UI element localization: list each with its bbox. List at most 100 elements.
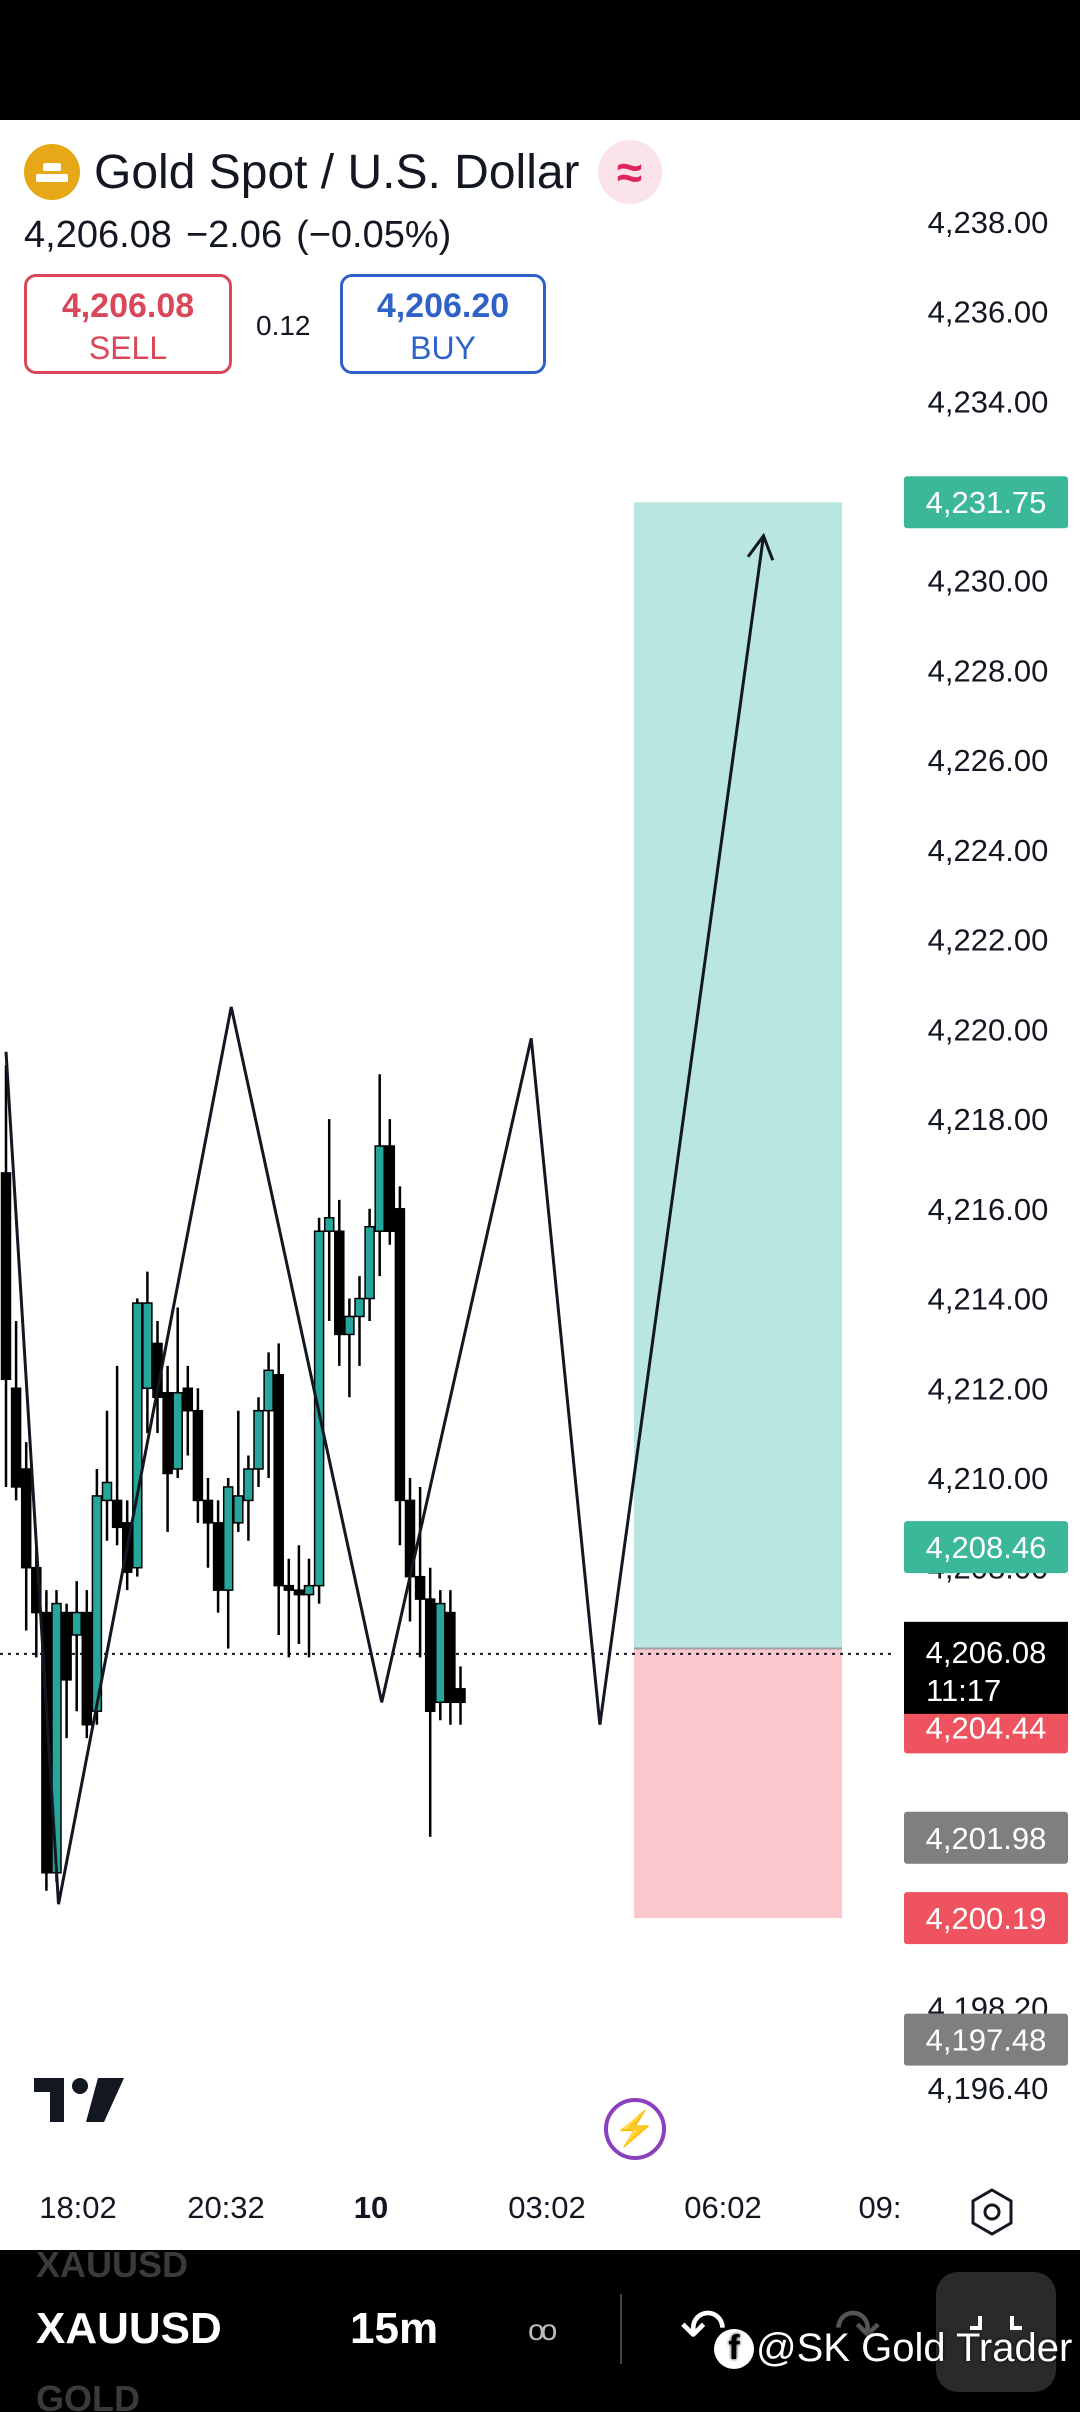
symbol-header: Gold Spot / U.S. Dollar ≈ 4,206.08 −2.06 (… — [0, 130, 880, 390]
candle — [0, 1172, 12, 1381]
candle — [202, 1499, 214, 1524]
candle — [41, 1611, 52, 1874]
price-tag-label: 4,200.19 — [926, 1901, 1047, 1936]
symbol-picker-next[interactable]: GOLD — [36, 2378, 140, 2412]
buy-price: 4,206.20 — [376, 287, 510, 325]
candle — [222, 1486, 234, 1591]
candle — [61, 1611, 72, 1681]
candle — [182, 1387, 194, 1412]
settings-hexagon-icon[interactable] — [966, 2186, 1018, 2238]
price-tag[interactable] — [904, 1701, 1068, 1754]
y-axis-tick: 4,236.00 — [928, 295, 1049, 330]
y-axis-tick: 4,226.00 — [928, 743, 1049, 778]
gold-logo-icon — [24, 144, 80, 200]
y-axis-tick: 4,220.00 — [928, 1012, 1049, 1047]
chart-type-icon[interactable]: oo — [528, 2314, 557, 2347]
bottom-toolbar: XAUUSD XAUUSD GOLD 15m oo ↶ ↷ — [0, 2250, 1080, 2412]
y-axis-tick: 4,210.00 — [928, 1461, 1049, 1496]
candle — [263, 1369, 274, 1412]
watermark-text: @SK Gold Trader — [756, 2326, 1073, 2370]
candle — [414, 1575, 426, 1600]
candle — [81, 1611, 93, 1726]
price-tag-label: 4,231.75 — [926, 485, 1047, 520]
x-axis-tick: 10 — [354, 2190, 388, 2225]
y-axis-tick: 4,230.00 — [928, 564, 1049, 599]
last-price: 4,206.08 — [24, 214, 172, 256]
price-tag-label: 4,208.46 — [926, 1530, 1047, 1565]
lightning-icon[interactable]: ⚡ — [604, 2098, 666, 2160]
fullscreen-icon[interactable] — [936, 2272, 1056, 2392]
candle — [394, 1208, 406, 1502]
candle — [233, 1495, 244, 1524]
price-change: −2.06 — [185, 214, 283, 256]
interval-picker[interactable]: 15m — [350, 2304, 439, 2353]
y-axis-tick: 4,228.00 — [928, 653, 1049, 688]
x-axis-tick: 18:02 — [39, 2190, 117, 2225]
y-axis-tick: 4,222.00 — [928, 923, 1049, 958]
candle — [10, 1387, 22, 1488]
candle — [253, 1409, 264, 1470]
price-change-percent: (−0.05%) — [296, 214, 452, 256]
sell-label: SELL — [88, 330, 168, 366]
symbol-picker[interactable]: XAUUSD — [36, 2304, 222, 2353]
stop-zone[interactable] — [634, 1648, 842, 1919]
zigzag-drawing[interactable] — [4, 535, 765, 1905]
candle — [354, 1297, 365, 1318]
symbol-picker-prev[interactable]: XAUUSD — [36, 2250, 189, 2285]
candle — [374, 1145, 385, 1232]
candle — [20, 1468, 32, 1569]
watermark: f @SK Gold Trader — [714, 2326, 1072, 2371]
last-price-tag[interactable] — [904, 1621, 1068, 1714]
source-badge-icon[interactable]: ≈ — [597, 140, 662, 204]
target-zone[interactable] — [634, 502, 842, 1649]
y-axis-tick: 4,216.00 — [928, 1192, 1049, 1227]
candle — [455, 1688, 466, 1704]
facebook-icon: f — [714, 2328, 754, 2369]
x-axis-tick: 06:02 — [684, 2190, 762, 2225]
redo-icon[interactable]: ↷ — [834, 2297, 881, 2360]
bar-countdown: 11:17 — [926, 1673, 1001, 1708]
price-tag[interactable] — [904, 1892, 1068, 1945]
y-axis-tick: 4,212.00 — [928, 1371, 1049, 1406]
candle — [364, 1226, 375, 1300]
candle — [435, 1602, 446, 1704]
price-tag[interactable] — [904, 476, 1068, 529]
candle — [303, 1584, 315, 1596]
tradingview-logo-icon[interactable] — [34, 2076, 126, 2129]
price-tag[interactable] — [904, 1521, 1068, 1574]
last-price-tag-price: 4,206.08 — [926, 1635, 1047, 1670]
candle — [243, 1468, 254, 1502]
price-change-row: 4,206.08 −2.06 (−0.05%) — [24, 214, 465, 257]
candle — [71, 1611, 82, 1636]
candle — [273, 1374, 284, 1587]
candle — [132, 1302, 143, 1569]
sell-button[interactable]: 4,206.08 SELL — [24, 274, 232, 374]
candle — [424, 1598, 436, 1713]
candle — [162, 1391, 173, 1475]
candle — [91, 1495, 103, 1713]
y-axis-tick: 4,234.00 — [928, 384, 1049, 419]
candle — [172, 1391, 183, 1470]
candle — [334, 1230, 345, 1336]
candle — [212, 1522, 224, 1591]
x-axis-tick: 03:02 — [508, 2190, 586, 2225]
price-tag[interactable] — [904, 2013, 1068, 2066]
price-tag-label: 4,201.98 — [926, 1821, 1047, 1856]
x-axis-tick: 20:32 — [187, 2190, 265, 2225]
buy-button[interactable]: 4,206.20 BUY — [340, 274, 546, 374]
price-chart[interactable]: 4,238.004,236.004,234.004,232.004,230.00… — [0, 0, 1080, 2250]
price-tag-label: 4,197.48 — [926, 2023, 1047, 2058]
y-axis-tick: 4,196.40 — [928, 2071, 1049, 2106]
symbol-title[interactable]: Gold Spot / U.S. Dollar — [94, 145, 580, 199]
price-tag-label: 4,204.44 — [926, 1710, 1047, 1745]
x-axis-tick: 09: — [858, 2190, 901, 2225]
candle — [192, 1409, 204, 1502]
candle — [111, 1499, 123, 1529]
toolbar-divider — [620, 2294, 622, 2364]
candle — [384, 1145, 396, 1232]
spread-value: 0.12 — [256, 310, 311, 341]
candle — [101, 1481, 113, 1502]
candle — [293, 1589, 305, 1596]
price-tag[interactable] — [904, 1811, 1068, 1864]
y-axis-tick: 4,238.00 — [928, 205, 1049, 240]
